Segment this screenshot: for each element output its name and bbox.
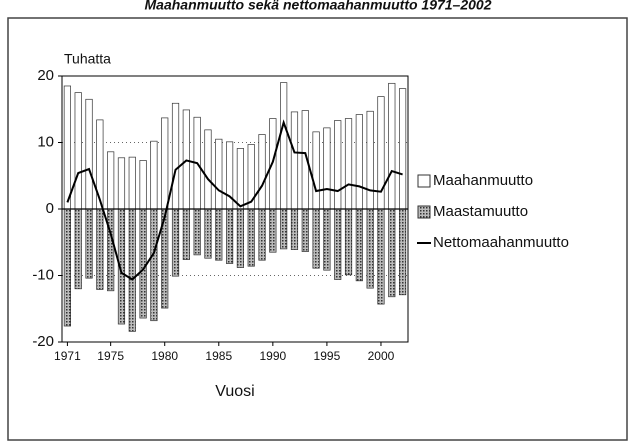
bar bbox=[85, 98, 93, 210]
bar bbox=[215, 208, 223, 261]
bar bbox=[226, 208, 234, 264]
frame bbox=[7, 17, 628, 441]
y-tick-label: -10 bbox=[32, 266, 54, 283]
y-tick-label: -20 bbox=[32, 333, 54, 350]
bar bbox=[280, 208, 288, 250]
bar bbox=[85, 208, 93, 279]
x-tick-label: 1980 bbox=[151, 349, 178, 363]
bar bbox=[399, 88, 407, 210]
legend-label: Nettomaahanmuutto bbox=[433, 234, 569, 251]
bar bbox=[215, 138, 223, 210]
x-tick-label: 1985 bbox=[205, 349, 232, 363]
bar bbox=[290, 111, 299, 210]
bar bbox=[204, 129, 212, 210]
bar bbox=[366, 110, 374, 210]
bar bbox=[193, 208, 201, 256]
legend-swatch bbox=[417, 205, 431, 219]
plot-frame bbox=[61, 75, 409, 343]
chart-title: Maahanmuutto sekä nettomaahanmuutto 1971… bbox=[145, 0, 492, 13]
bar bbox=[139, 208, 147, 319]
bar bbox=[74, 208, 82, 290]
bar bbox=[334, 120, 342, 210]
line bbox=[66, 119, 403, 281]
bar bbox=[344, 208, 353, 276]
bar bbox=[161, 117, 169, 210]
bar bbox=[96, 208, 104, 290]
bar bbox=[171, 208, 180, 277]
bar bbox=[247, 208, 255, 267]
bar bbox=[301, 208, 309, 252]
y-tick-label: 0 bbox=[46, 200, 54, 217]
bar bbox=[236, 148, 245, 210]
x-tick-label: 2000 bbox=[368, 349, 395, 363]
bar bbox=[107, 208, 115, 292]
y-tick-label: 10 bbox=[37, 133, 54, 150]
legend-swatch bbox=[417, 174, 431, 188]
bar bbox=[258, 134, 266, 210]
y-unit-label: Tuhatta bbox=[64, 51, 111, 67]
bar bbox=[355, 114, 363, 210]
x-tick-label: 1995 bbox=[314, 349, 341, 363]
bar bbox=[280, 82, 288, 210]
bar bbox=[182, 208, 190, 260]
x-tick-label: 1990 bbox=[259, 349, 286, 363]
bar bbox=[63, 208, 71, 327]
bar bbox=[355, 208, 363, 282]
bar bbox=[74, 92, 82, 210]
bar bbox=[290, 208, 299, 250]
legend-label: Maastamuutto bbox=[433, 203, 528, 220]
bar bbox=[323, 208, 331, 271]
bar bbox=[204, 208, 212, 259]
bar bbox=[388, 82, 396, 210]
bar bbox=[128, 156, 136, 210]
bar bbox=[399, 208, 407, 296]
bar bbox=[236, 208, 245, 268]
bar bbox=[377, 208, 385, 305]
bar bbox=[323, 127, 331, 210]
bar bbox=[150, 208, 158, 322]
bar bbox=[150, 140, 158, 210]
x-tick-label: 1975 bbox=[97, 349, 124, 363]
bar bbox=[258, 208, 266, 261]
y-tick-label: 20 bbox=[37, 67, 54, 84]
bar bbox=[366, 208, 374, 289]
bar bbox=[312, 131, 320, 210]
bar bbox=[312, 208, 320, 269]
bar bbox=[344, 118, 353, 210]
bar bbox=[334, 208, 342, 280]
legend-label: Maahanmuutto bbox=[433, 172, 533, 189]
bar bbox=[171, 102, 180, 210]
bar bbox=[388, 208, 396, 298]
x-tick-label: 1971 bbox=[54, 349, 81, 363]
bar bbox=[269, 208, 277, 253]
x-axis-label: Vuosi bbox=[215, 383, 254, 400]
bar bbox=[117, 157, 126, 210]
bar bbox=[107, 151, 115, 210]
bar bbox=[128, 208, 136, 332]
bar bbox=[139, 160, 147, 210]
bar bbox=[63, 85, 71, 210]
